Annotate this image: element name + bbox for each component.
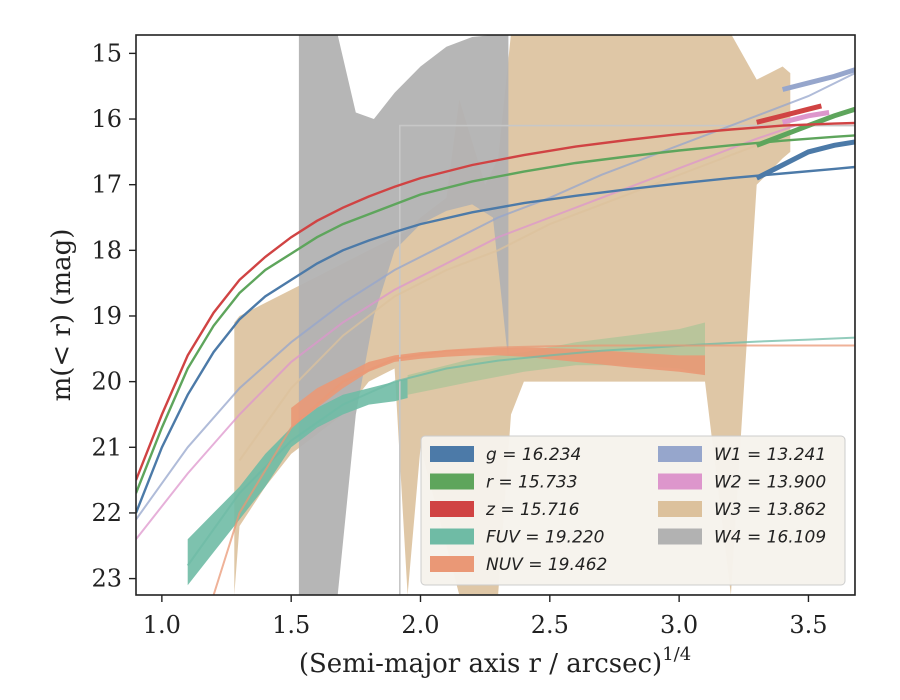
legend-swatch: [658, 501, 702, 517]
curve-w1: [136, 72, 855, 521]
x-tick-label: 1.0: [143, 611, 181, 639]
legend-swatch: [430, 528, 474, 545]
y-tick-label: 17: [91, 171, 122, 199]
x-tick-label: 3.0: [660, 611, 698, 639]
band-w4: [298, 35, 509, 595]
legend-label: g = 16.234: [486, 445, 581, 465]
x-tick-label: 3.5: [789, 611, 827, 639]
legend: g = 16.234 r = 15.733 z = 15.716 FUV = 19.2…: [420, 435, 846, 586]
legend-swatch: [658, 528, 702, 545]
y-tick-label: 21: [91, 433, 122, 461]
profile-g: [755, 139, 855, 181]
legend-label: NUV = 19.462: [486, 555, 607, 575]
x-tick-label: 1.5: [272, 611, 310, 639]
y-tick-label: 15: [91, 39, 122, 67]
legend-box: [420, 435, 846, 586]
legend-label: z = 15.716: [485, 500, 580, 520]
curve-g: [136, 165, 855, 514]
curve-fuv: [186, 336, 855, 567]
legend-swatch: [658, 473, 702, 490]
legend-label: FUV = 19.220: [486, 528, 604, 548]
legend-swatch: [430, 446, 474, 462]
y-tick-label: 23: [91, 565, 122, 593]
y-tick-label: 19: [91, 302, 122, 330]
y-tick-label: 16: [91, 105, 122, 133]
profile-w2: [781, 110, 830, 125]
legend-label: W1 = 13.241: [714, 445, 826, 465]
legend-label: r = 15.733: [486, 473, 578, 493]
y-tick-label: 18: [91, 236, 122, 264]
curve-z: [136, 121, 855, 481]
x-axis-label: (Semi-major axis r / arcsec)1/4: [299, 644, 691, 679]
legend-label: W3 = 13.862: [714, 500, 826, 520]
curve-r: [136, 134, 855, 494]
axis-ticks: 1.0 1.5 2.0 2.5 3.0 3.5 15 16 17 18 19 20 21 22 23: [91, 39, 827, 639]
plot-frame: [135, 34, 856, 596]
profile-w1: [781, 67, 855, 92]
curve-nuv: [212, 344, 855, 595]
band-fuv: [187, 378, 408, 586]
x-tick-label: 2.0: [401, 611, 439, 639]
x-tick-label: 2.5: [531, 611, 569, 639]
legend-swatch: [430, 556, 474, 572]
y-axis-label: m(< r) (mag): [47, 229, 77, 402]
legend-swatch: [658, 446, 702, 462]
legend-label: W2 = 13.900: [714, 473, 826, 493]
curve-w2: [136, 124, 796, 540]
y-tick-label: 22: [91, 499, 122, 527]
y-tick-label: 20: [91, 368, 122, 396]
band-w3: [234, 35, 791, 595]
legend-label: W4 = 16.109: [714, 528, 826, 548]
legend-swatch: [430, 473, 474, 490]
plot-marks: [136, 35, 855, 595]
curve-w3: [238, 131, 791, 461]
band-nuv: [291, 347, 705, 428]
legend-swatch: [430, 501, 474, 517]
profile-z: [756, 103, 823, 125]
